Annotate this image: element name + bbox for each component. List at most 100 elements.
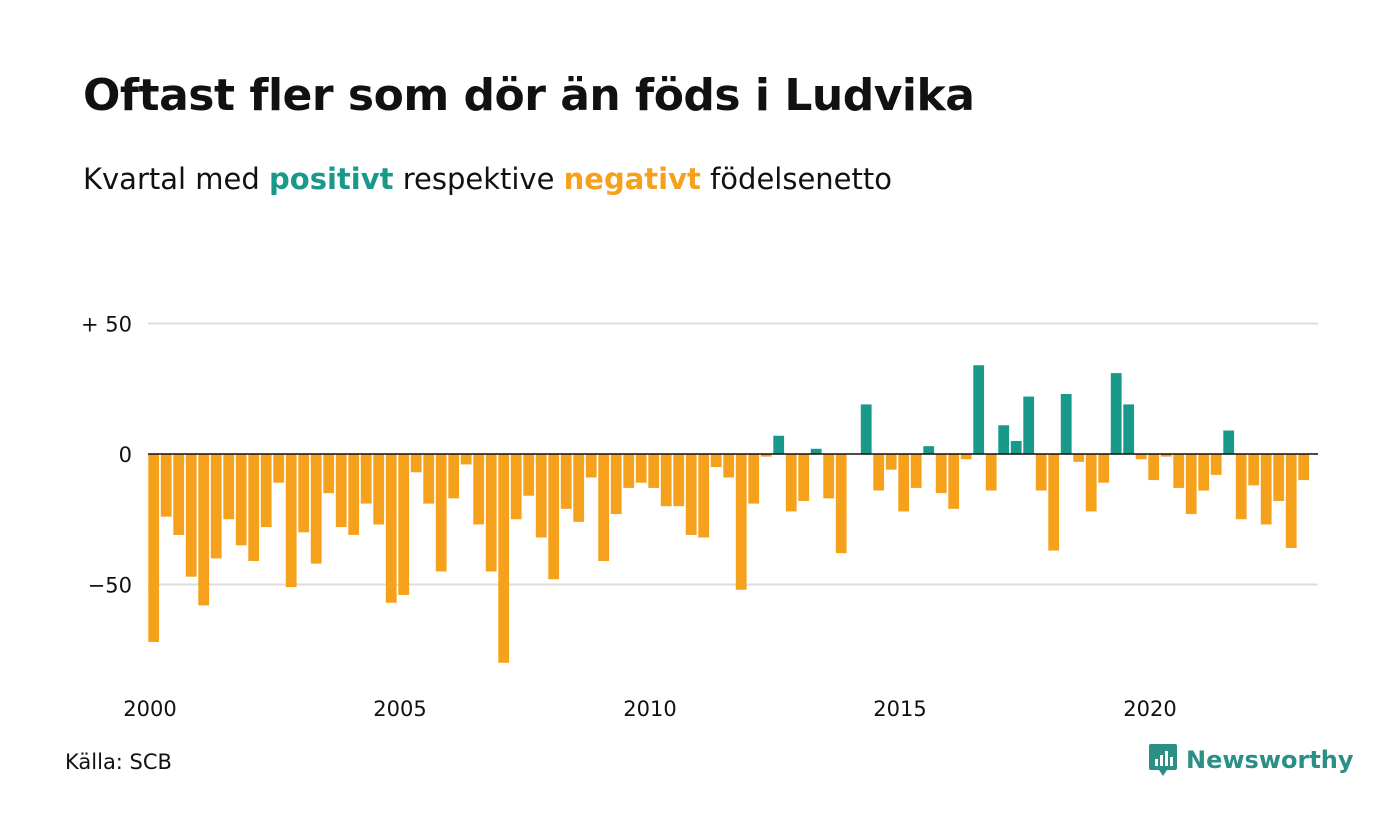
bar bbox=[748, 454, 760, 504]
bar bbox=[510, 454, 522, 520]
bar bbox=[310, 454, 322, 564]
bar bbox=[1285, 454, 1297, 548]
bar bbox=[473, 454, 485, 525]
bar bbox=[998, 425, 1010, 454]
bar bbox=[1223, 430, 1235, 454]
bar bbox=[960, 454, 972, 460]
bar bbox=[623, 454, 635, 488]
bar bbox=[873, 454, 885, 491]
bar bbox=[573, 454, 585, 522]
x-tick-label: 2000 bbox=[123, 697, 176, 721]
bar bbox=[335, 454, 347, 528]
bar bbox=[935, 454, 947, 494]
subtitle-pre: Kvartal med bbox=[83, 162, 270, 196]
bar bbox=[410, 454, 422, 473]
bar bbox=[323, 454, 335, 494]
bar bbox=[985, 454, 997, 491]
chart-subtitle: Kvartal med positivt respektive negativt… bbox=[83, 162, 892, 196]
axis-labels: + 50 0 −50 2000 2005 2010 2015 2020 bbox=[81, 313, 1177, 722]
bar bbox=[285, 454, 297, 588]
bar bbox=[948, 454, 960, 509]
bar bbox=[260, 454, 272, 528]
bar bbox=[173, 454, 185, 535]
bar bbox=[223, 454, 235, 520]
bar bbox=[923, 446, 935, 454]
bar bbox=[248, 454, 260, 562]
bar bbox=[360, 454, 372, 504]
bar bbox=[1010, 440, 1022, 454]
bar bbox=[810, 448, 822, 454]
bar bbox=[735, 454, 747, 590]
bar bbox=[660, 454, 672, 507]
chart-title: Oftast fler som dör än föds i Ludvika bbox=[83, 70, 975, 121]
bar bbox=[373, 454, 385, 525]
bar bbox=[1073, 454, 1085, 462]
bar bbox=[1085, 454, 1097, 512]
bars bbox=[148, 365, 1310, 663]
bar bbox=[1260, 454, 1272, 525]
bar bbox=[1298, 454, 1310, 481]
bar bbox=[1173, 454, 1185, 488]
bar bbox=[598, 454, 610, 562]
bar bbox=[610, 454, 622, 515]
bar bbox=[148, 454, 160, 642]
bar bbox=[1235, 454, 1247, 520]
bar bbox=[1048, 454, 1060, 551]
y-tick-label: −50 bbox=[88, 574, 132, 598]
x-tick-label: 2005 bbox=[373, 697, 426, 721]
bar bbox=[185, 454, 197, 577]
bar bbox=[160, 454, 172, 517]
newsworthy-logo-icon bbox=[1149, 744, 1177, 776]
bar bbox=[860, 404, 872, 454]
bar bbox=[760, 454, 772, 457]
bar bbox=[1023, 396, 1035, 454]
bar bbox=[823, 454, 835, 499]
bar bbox=[723, 454, 735, 478]
bar bbox=[1098, 454, 1110, 483]
bar bbox=[585, 454, 597, 478]
bar bbox=[1123, 404, 1135, 454]
bar bbox=[460, 454, 472, 465]
bar bbox=[648, 454, 660, 488]
bar bbox=[835, 454, 847, 554]
subtitle-mid: respektive bbox=[393, 162, 564, 196]
bar bbox=[885, 454, 897, 470]
bar bbox=[448, 454, 460, 499]
subtitle-negative: negativt bbox=[563, 162, 701, 196]
bar bbox=[348, 454, 360, 535]
bar bbox=[548, 454, 560, 580]
y-tick-label: 0 bbox=[119, 443, 132, 467]
bar bbox=[398, 454, 410, 595]
bar bbox=[298, 454, 310, 533]
subtitle-post: födelsenetto bbox=[700, 162, 892, 196]
bar bbox=[1185, 454, 1197, 515]
brand-logo: Newsworthy bbox=[1148, 742, 1354, 778]
bar bbox=[535, 454, 547, 538]
bar bbox=[423, 454, 435, 504]
bar bbox=[1035, 454, 1047, 491]
bar bbox=[385, 454, 397, 603]
bar bbox=[910, 454, 922, 488]
bar bbox=[710, 454, 722, 468]
bar bbox=[498, 454, 510, 663]
subtitle-positive: positivt bbox=[269, 162, 394, 196]
bar bbox=[698, 454, 710, 538]
bar bbox=[560, 454, 572, 509]
x-tick-label: 2015 bbox=[873, 697, 926, 721]
bar bbox=[485, 454, 497, 572]
bar bbox=[1210, 454, 1222, 475]
bar bbox=[1110, 373, 1122, 454]
bar bbox=[435, 454, 447, 572]
bar bbox=[685, 454, 697, 535]
bar bbox=[1198, 454, 1210, 491]
bar bbox=[635, 454, 647, 483]
bar bbox=[1273, 454, 1285, 501]
bar bbox=[785, 454, 797, 512]
source-note: Källa: SCB bbox=[65, 750, 172, 774]
bar bbox=[898, 454, 910, 512]
x-tick-label: 2020 bbox=[1123, 697, 1176, 721]
y-tick-label: + 50 bbox=[81, 313, 132, 337]
bar bbox=[1135, 454, 1147, 460]
bar bbox=[523, 454, 535, 496]
